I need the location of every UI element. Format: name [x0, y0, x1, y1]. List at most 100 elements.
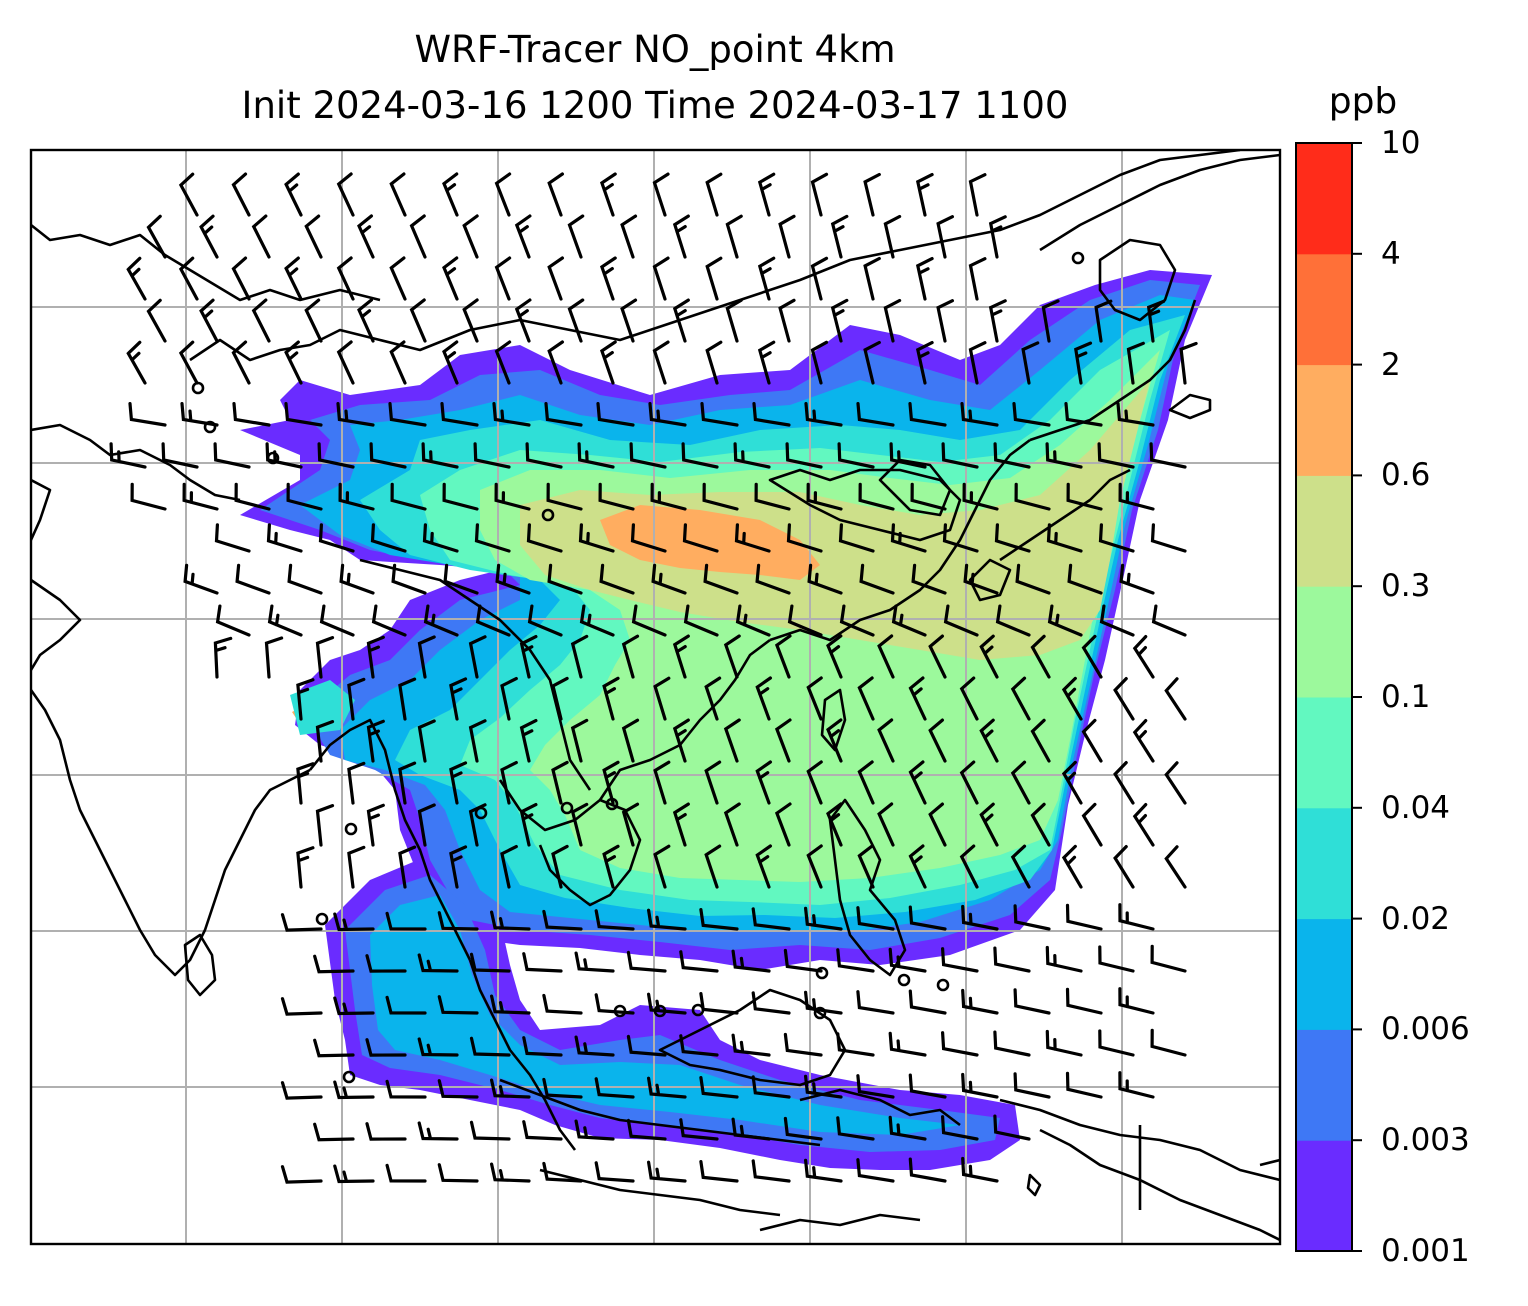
- wind-barb: [681, 442, 719, 469]
- wind-barb: [284, 402, 323, 427]
- wind-barb: [783, 1032, 823, 1057]
- wind-barb: [856, 990, 895, 1015]
- wind-barb: [1098, 1029, 1135, 1057]
- colorbar-tick-label: 0.1: [1381, 679, 1431, 715]
- wind-barb: [941, 1115, 979, 1141]
- wind-barb: [214, 523, 251, 553]
- wind-barb: [888, 947, 927, 973]
- wind-barb: [313, 1122, 355, 1142]
- wind-barb: [1081, 634, 1103, 679]
- wind-barb: [959, 760, 979, 805]
- colorbar-band: [1296, 364, 1352, 476]
- wind-barb: [417, 1037, 459, 1057]
- wind-barb: [751, 991, 791, 1015]
- wind-barb: [911, 563, 947, 595]
- wind-barb: [908, 760, 927, 805]
- wind-barb: [547, 172, 564, 217]
- wind-barb: [705, 172, 723, 217]
- wind-barb: [1150, 944, 1187, 973]
- wind-barb: [1061, 676, 1083, 721]
- wind-barb: [704, 676, 722, 721]
- wind-barb: [366, 635, 385, 679]
- wind-barb: [647, 1076, 687, 1099]
- wind-barb: [908, 402, 947, 427]
- wind-barb: [915, 341, 934, 385]
- wind-barb: [336, 172, 355, 217]
- wind-barb: [365, 1122, 407, 1141]
- wind-barb: [621, 718, 640, 763]
- wind-barb: [442, 482, 479, 511]
- wind-barb: [810, 172, 829, 217]
- wind-barb: [908, 905, 947, 931]
- wind-barb: [251, 214, 271, 259]
- wind-barb: [682, 523, 719, 553]
- wind-barb: [442, 256, 459, 301]
- tracer-band-small: [290, 680, 355, 735]
- wind-barb: [959, 844, 979, 889]
- wind-barb: [704, 760, 722, 805]
- wind-barb: [1064, 402, 1103, 427]
- wind-barb: [417, 1121, 459, 1141]
- wind-barb: [725, 298, 743, 343]
- wind-barb: [672, 802, 690, 847]
- wind-barb: [993, 1114, 1031, 1141]
- wind-barb: [993, 442, 1031, 469]
- wind-barb: [941, 442, 979, 469]
- wind-barb: [647, 908, 687, 931]
- wind-barb: [988, 215, 1007, 259]
- wind-barb: [336, 256, 355, 301]
- wind-barb: [679, 1034, 719, 1057]
- colorbar-tick-label: 2: [1381, 346, 1401, 383]
- colorbar-band: [1296, 475, 1352, 587]
- wind-barb: [313, 1038, 355, 1058]
- wind-barb: [469, 1036, 511, 1057]
- wind-barb: [280, 1081, 323, 1100]
- wind-barb: [755, 676, 772, 721]
- wind-barb: [961, 904, 999, 931]
- wind-barb: [877, 802, 895, 847]
- wind-barb: [877, 718, 895, 763]
- wind-barb: [490, 994, 531, 1015]
- wind-barb: [995, 604, 1031, 637]
- wind-barb: [1094, 299, 1113, 343]
- wind-barb: [1066, 482, 1103, 511]
- wind-barb: [315, 804, 335, 847]
- wind-barb: [440, 402, 479, 427]
- wind-barb: [699, 908, 739, 931]
- wind-barb: [1010, 676, 1031, 721]
- wind-barb: [304, 214, 323, 259]
- wind-barb: [804, 906, 843, 931]
- wind-barb: [267, 604, 303, 637]
- wind-barb: [630, 523, 667, 553]
- wind-barb: [1081, 718, 1103, 763]
- wind-barb: [500, 845, 518, 889]
- wind-barb: [526, 523, 563, 553]
- wind-barb: [313, 954, 355, 974]
- wind-barb: [804, 1074, 843, 1099]
- wind-barb: [409, 214, 427, 259]
- wind-barb: [370, 523, 407, 553]
- wind-barb: [336, 340, 355, 385]
- wind-barb: [650, 482, 687, 511]
- wind-barb: [647, 992, 687, 1015]
- wind-barb: [551, 760, 569, 805]
- wind-barb: [409, 298, 427, 343]
- wind-barb: [437, 995, 479, 1015]
- wind-barb: [264, 636, 284, 679]
- wind-barb: [449, 761, 468, 805]
- wind-barb: [449, 845, 468, 889]
- wind-barb: [599, 563, 635, 595]
- wind-barb: [468, 635, 487, 679]
- wind-barb: [473, 442, 511, 469]
- wind-barb: [542, 993, 583, 1015]
- wind-barb: [385, 995, 427, 1015]
- wind-barb: [336, 402, 375, 427]
- wind-barb: [857, 844, 875, 889]
- wind-barb: [653, 844, 671, 889]
- wind-barb: [705, 340, 723, 385]
- wind-barb: [699, 1076, 739, 1099]
- wind-barb: [280, 1165, 323, 1184]
- wind-barb: [468, 719, 487, 763]
- wind-barb: [856, 906, 895, 931]
- wind-barb: [546, 482, 583, 511]
